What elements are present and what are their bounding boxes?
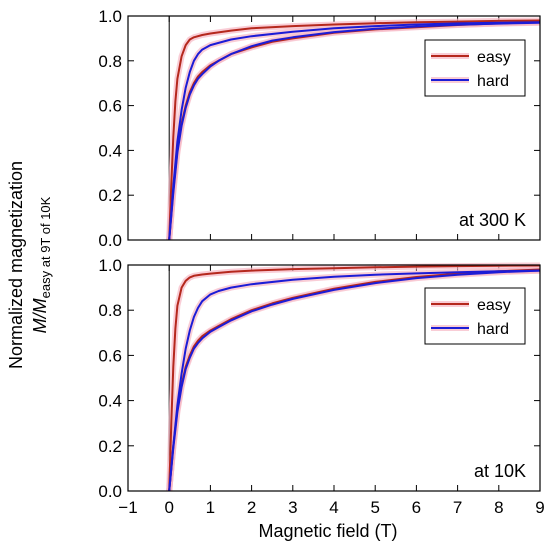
y-axis-subtitle-main: M/M [30, 298, 50, 333]
panel-10k-series [166, 262, 541, 492]
ytick-label: 1.0 [98, 256, 122, 275]
ytick-label: 0.8 [98, 52, 122, 71]
panel-300k: 0.0 0.2 0.4 0.6 0.8 1.0 at 300 K easy hard [98, 7, 541, 250]
panel-10k-annotation: at 10K [474, 461, 526, 481]
legend-label-easy: easy [477, 49, 511, 66]
xtick-label: −1 [118, 498, 137, 517]
xtick-label: 8 [494, 498, 503, 517]
ytick-label: 1.0 [98, 7, 122, 26]
ytick-label: 0.6 [98, 97, 122, 116]
xtick-label: 1 [206, 498, 215, 517]
legend-label-hard: hard [477, 321, 509, 338]
xtick-label: 3 [288, 498, 297, 517]
legend-label-hard: hard [477, 73, 509, 90]
ytick-label: 0.8 [98, 301, 122, 320]
ytick-label: 0.6 [98, 346, 122, 365]
legend-box [424, 287, 526, 345]
y-axis-subtitle: M/Measy at 9T of 10K [30, 196, 53, 333]
panel-300k-ytick-labels: 0.0 0.2 0.4 0.6 0.8 1.0 [98, 7, 122, 250]
panel-300k-series [166, 17, 541, 241]
xtick-label: 5 [370, 498, 379, 517]
y-axis-title: Normalized magnetization [6, 161, 26, 369]
x-tick-labels: −1 0 1 2 3 4 5 6 7 8 9 [118, 498, 544, 517]
panel-300k-annotation: at 300 K [459, 210, 526, 230]
legend-box [424, 39, 526, 97]
panel-10k-legend: easy hard [424, 287, 526, 345]
series-line-easy [168, 264, 541, 492]
xtick-label: 4 [329, 498, 338, 517]
xtick-label: 2 [247, 498, 256, 517]
ytick-label: 0.4 [98, 392, 122, 411]
ytick-label: 0.0 [98, 231, 122, 250]
xtick-label: 7 [453, 498, 462, 517]
x-axis-title: Magnetic field (T) [258, 521, 397, 541]
xtick-label: 0 [164, 498, 173, 517]
series-line-easy [168, 19, 541, 241]
legend-label-easy: easy [477, 297, 511, 314]
panel-10k: 0.0 0.2 0.4 0.6 0.8 1.0 at 10K easy hard [98, 256, 541, 501]
ytick-label: 0.0 [98, 482, 122, 501]
panel-300k-legend: easy hard [424, 39, 526, 97]
panel-10k-frame [127, 264, 541, 492]
xtick-label: 6 [412, 498, 421, 517]
ytick-label: 0.2 [98, 437, 122, 456]
ytick-label: 0.2 [98, 186, 122, 205]
ytick-label: 0.4 [98, 141, 122, 160]
series-line-hard [168, 269, 541, 492]
y-axis-subtitle-sub: easy at 9T of 10K [38, 196, 53, 298]
panel-300k-frame [127, 15, 541, 241]
series-line-hard [168, 269, 541, 492]
xtick-label: 9 [535, 498, 544, 517]
series-line-hard [168, 21, 541, 241]
series-line-hard [168, 21, 541, 241]
panel-10k-ytick-labels: 0.0 0.2 0.4 0.6 0.8 1.0 [98, 256, 122, 501]
